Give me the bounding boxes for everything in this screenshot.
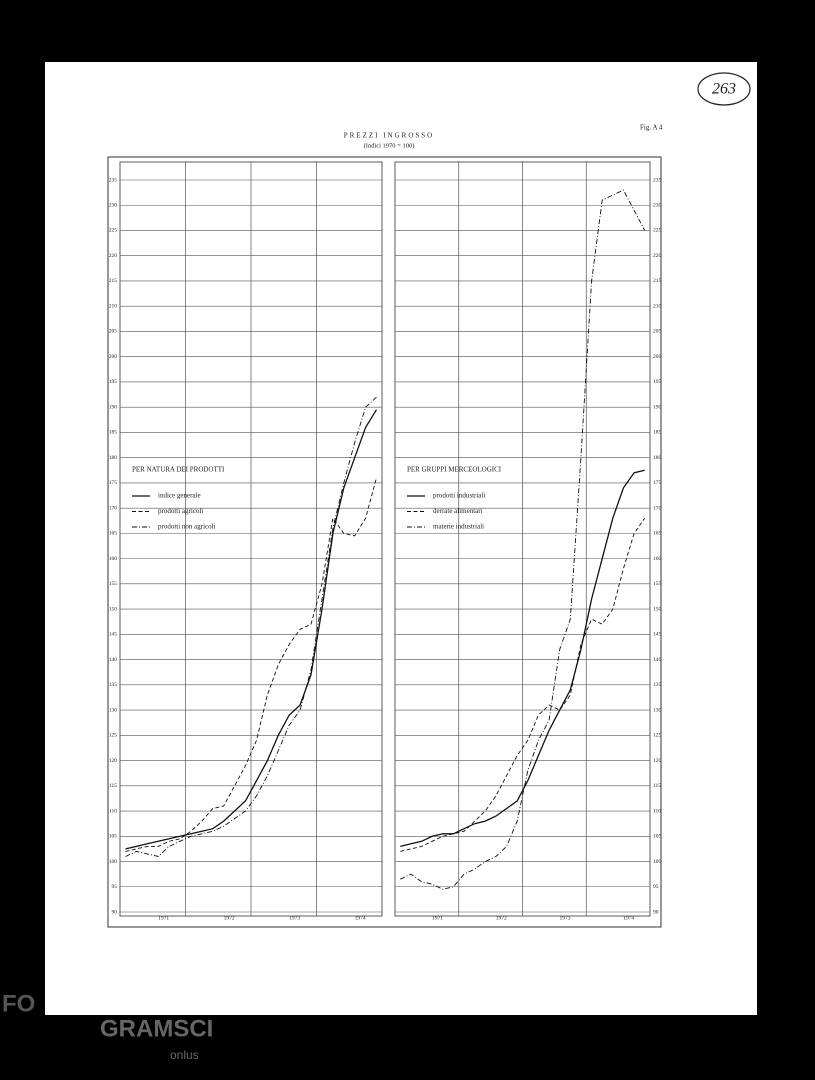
x-tick-label: 1972 bbox=[496, 915, 507, 921]
y-tick-label: 100 bbox=[653, 859, 662, 865]
y-tick-label: 235 bbox=[653, 177, 662, 183]
y-tick-label: 150 bbox=[109, 606, 118, 612]
y-tick-label: 120 bbox=[109, 758, 118, 764]
y-tick-label: 185 bbox=[653, 430, 662, 436]
legend-title: PER NATURA DEI PRODOTTI bbox=[132, 466, 225, 474]
y-tick-label: 90 bbox=[112, 909, 118, 915]
y-tick-label: 155 bbox=[109, 581, 118, 587]
x-tick-label: 1974 bbox=[355, 915, 366, 921]
title: PREZZI INGROSSO bbox=[344, 132, 434, 140]
y-tick-label: 95 bbox=[112, 884, 118, 890]
data-line bbox=[125, 409, 378, 850]
legend-title: PER GRUPPI MERCEOLOGICI bbox=[407, 466, 502, 474]
y-tick-label: 210 bbox=[653, 303, 662, 309]
y-tick-label: 95 bbox=[653, 884, 659, 890]
y-tick-label: 105 bbox=[109, 834, 118, 840]
y-tick-label: 165 bbox=[109, 531, 118, 537]
y-tick-label: 145 bbox=[653, 632, 662, 638]
y-tick-label: 235 bbox=[109, 177, 118, 183]
y-tick-label: 115 bbox=[109, 783, 117, 789]
x-tick-label: 1973 bbox=[560, 915, 571, 921]
y-tick-label: 160 bbox=[109, 556, 118, 562]
x-tick-label: 1971 bbox=[432, 915, 443, 921]
y-tick-label: 140 bbox=[109, 657, 118, 663]
y-tick-label: 90 bbox=[653, 909, 659, 915]
legend-label: materie industriali bbox=[433, 523, 484, 531]
y-tick-label: 135 bbox=[109, 682, 118, 688]
y-tick-label: 230 bbox=[653, 203, 662, 209]
y-tick-label: 210 bbox=[109, 303, 118, 309]
x-tick-label: 1973 bbox=[289, 915, 300, 921]
y-tick-label: 135 bbox=[653, 682, 662, 688]
y-tick-label: 175 bbox=[109, 480, 118, 486]
y-tick-label: 195 bbox=[653, 379, 662, 385]
y-tick-label: 125 bbox=[653, 733, 662, 739]
data-line bbox=[400, 517, 646, 852]
y-tick-label: 200 bbox=[109, 354, 118, 360]
stamp: 263 bbox=[712, 81, 736, 98]
y-tick-label: 150 bbox=[653, 606, 662, 612]
legend-label: prodotti non agricoli bbox=[158, 523, 216, 531]
y-tick-label: 170 bbox=[109, 505, 118, 511]
y-tick-label: 170 bbox=[653, 505, 662, 511]
subtitle: (Indici 1970 = 100) bbox=[364, 142, 415, 149]
y-tick-label: 215 bbox=[653, 278, 662, 284]
page bbox=[45, 62, 757, 1015]
y-tick-label: 105 bbox=[653, 834, 662, 840]
data-line bbox=[400, 469, 645, 848]
y-tick-label: 215 bbox=[109, 278, 118, 284]
y-tick-label: 205 bbox=[109, 329, 118, 335]
y-tick-label: 175 bbox=[653, 480, 662, 486]
legend-label: prodotti agricoli bbox=[158, 507, 203, 515]
y-tick-label: 155 bbox=[653, 581, 662, 587]
y-tick-label: 180 bbox=[109, 455, 118, 461]
figure-number: Fig. A 4 bbox=[640, 124, 663, 132]
y-tick-label: 185 bbox=[109, 430, 118, 436]
x-tick-label: 1972 bbox=[224, 915, 235, 921]
y-tick-label: 165 bbox=[653, 531, 662, 537]
y-tick-label: 230 bbox=[109, 203, 118, 209]
y-tick-label: 120 bbox=[653, 758, 662, 764]
x-tick-label: 1974 bbox=[623, 915, 634, 921]
watermark-sub: onlus bbox=[170, 1048, 199, 1062]
data-line bbox=[125, 396, 377, 857]
y-tick-label: 195 bbox=[109, 379, 118, 385]
y-tick-label: 190 bbox=[109, 404, 118, 410]
y-tick-label: 225 bbox=[109, 228, 118, 234]
y-tick-label: 110 bbox=[653, 808, 661, 814]
y-tick-label: 130 bbox=[109, 707, 118, 713]
legend-label: indice generale bbox=[158, 492, 201, 500]
y-tick-label: 225 bbox=[653, 228, 662, 234]
y-tick-label: 130 bbox=[653, 707, 662, 713]
y-tick-label: 140 bbox=[653, 657, 662, 663]
y-tick-label: 115 bbox=[653, 783, 661, 789]
watermark-prefix: FO bbox=[2, 990, 35, 1017]
y-tick-label: 100 bbox=[109, 859, 118, 865]
stamp-circle bbox=[697, 72, 751, 106]
y-tick-label: 180 bbox=[653, 455, 662, 461]
y-tick-label: 125 bbox=[109, 733, 118, 739]
y-tick-label: 220 bbox=[109, 253, 118, 259]
legend-label: prodotti industriali bbox=[433, 492, 485, 500]
y-tick-label: 205 bbox=[653, 329, 662, 335]
chart-frame bbox=[107, 156, 662, 928]
charts: 90 95 100 105 110 115 120 125 130 135 140 145 150 155… bbox=[109, 161, 662, 921]
y-tick-label: 220 bbox=[653, 253, 662, 259]
y-tick-label: 200 bbox=[653, 354, 662, 360]
legend-label: derrate alimentari bbox=[433, 507, 483, 515]
y-tick-label: 110 bbox=[109, 808, 117, 814]
y-tick-label: 160 bbox=[653, 556, 662, 562]
watermark: GRAMSCI bbox=[100, 1015, 213, 1042]
y-tick-label: 145 bbox=[109, 632, 118, 638]
x-tick-label: 1971 bbox=[158, 915, 169, 921]
y-tick-label: 190 bbox=[653, 404, 662, 410]
